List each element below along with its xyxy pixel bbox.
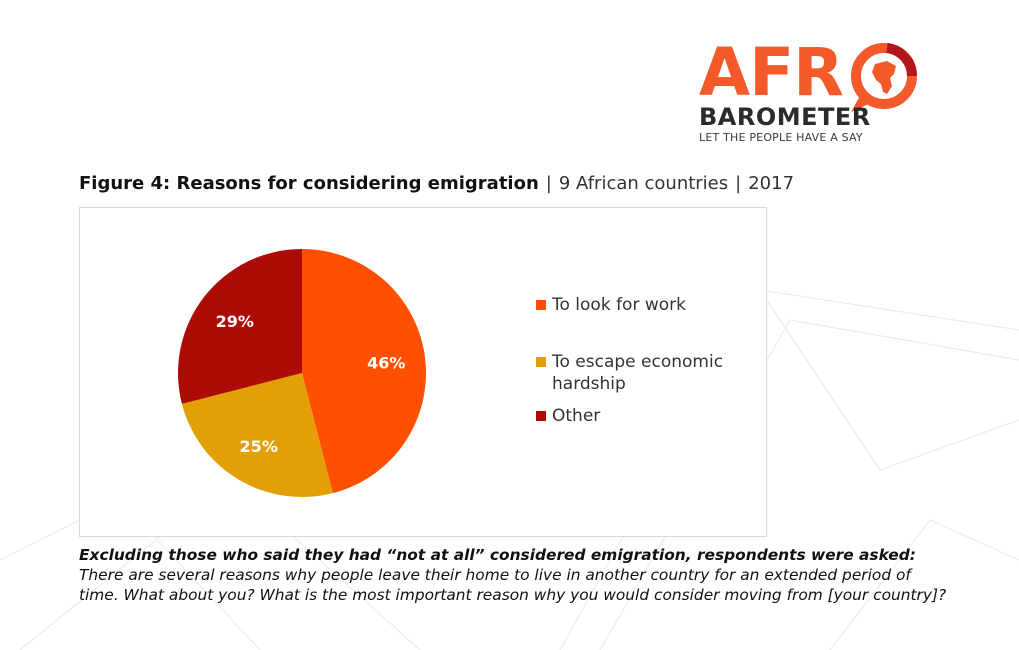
figure-title-countries: 9 African countries bbox=[558, 173, 729, 194]
pie-chart: 46% 25% 29% bbox=[178, 249, 426, 497]
title-separator: | bbox=[735, 173, 742, 194]
logo-wordmark: AFR bbox=[699, 34, 844, 111]
logo-subtitle: BAROMETER bbox=[699, 103, 871, 131]
legend-swatch bbox=[536, 411, 546, 421]
slice-data-label: 25% bbox=[240, 437, 278, 456]
legend-label: To escape economic hardship bbox=[552, 352, 724, 394]
chart-legend: To look for work To escape economic hards… bbox=[536, 294, 761, 427]
survey-question-note: Excluding those who said they had “not a… bbox=[79, 545, 949, 605]
note-lead: Excluding those who said they had “not a… bbox=[79, 546, 916, 564]
title-separator: | bbox=[545, 173, 552, 194]
legend-item: Other bbox=[536, 405, 761, 427]
legend-item: To escape economic hardship bbox=[536, 351, 761, 395]
slice-data-label: 29% bbox=[216, 312, 254, 331]
legend-item: To look for work bbox=[536, 294, 761, 316]
legend-swatch bbox=[536, 300, 546, 310]
afrobarometer-logo: AFR BAROMETER LET THE PEOPLE HAVE A SAY bbox=[695, 40, 925, 146]
figure-title-main: Figure 4: Reasons for considering emigra… bbox=[79, 173, 539, 194]
figure-title-year: 2017 bbox=[748, 173, 795, 194]
legend-label: To look for work bbox=[552, 295, 686, 315]
note-body: There are several reasons why people lea… bbox=[79, 566, 947, 604]
legend-swatch bbox=[536, 357, 546, 367]
chart-area: 46% 25% 29% To look for work To escape econ… bbox=[79, 207, 767, 537]
pie-slice bbox=[302, 249, 426, 494]
logo-tagline: LET THE PEOPLE HAVE A SAY bbox=[699, 131, 863, 144]
pie-slice bbox=[181, 373, 333, 497]
figure-title: Figure 4: Reasons for considering emigra… bbox=[79, 172, 794, 196]
legend-label: Other bbox=[552, 406, 601, 426]
pie-slice bbox=[178, 249, 302, 404]
slice-data-label: 46% bbox=[367, 353, 405, 372]
africa-speech-bubble-icon bbox=[851, 43, 918, 112]
